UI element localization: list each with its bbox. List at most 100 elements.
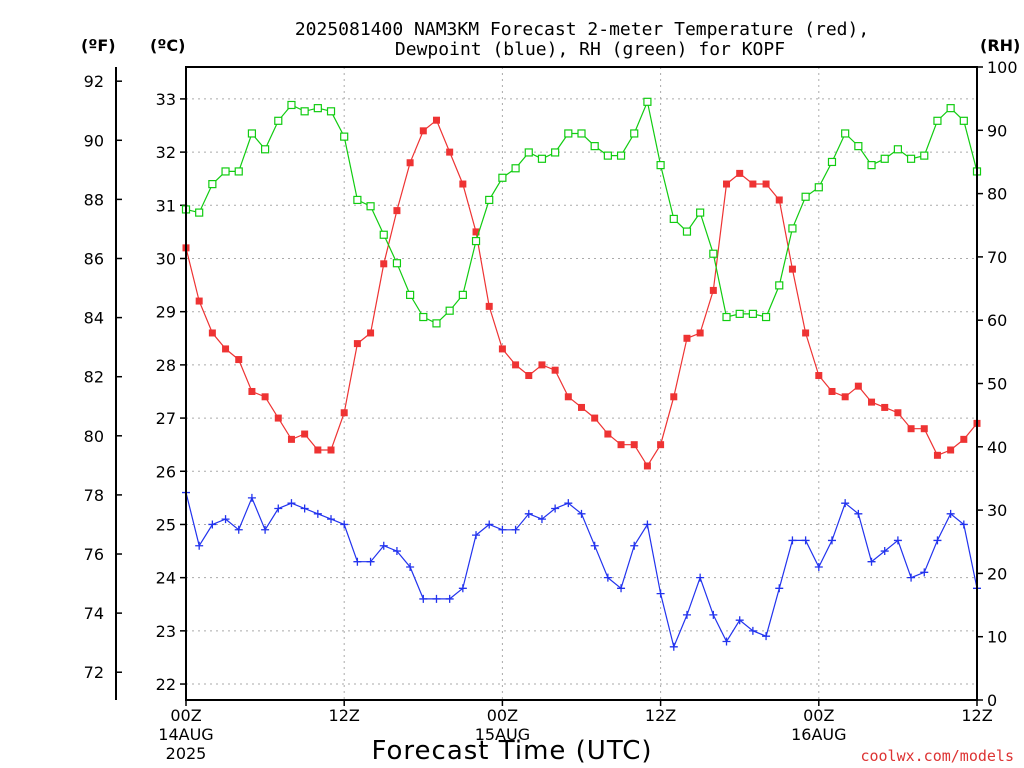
rh-point <box>722 312 731 322</box>
temperature-point <box>406 159 414 167</box>
rh-point <box>537 154 547 163</box>
temperature-point <box>340 409 348 417</box>
fahrenheit-tick-label: 80 <box>84 427 104 446</box>
temperature-point <box>208 329 216 337</box>
dewpoint-point <box>801 536 810 545</box>
temperature-point <box>723 180 731 188</box>
rh-unit-label: (RH) <box>980 36 1020 55</box>
temperature-point <box>485 302 493 310</box>
temperature-point <box>933 451 941 459</box>
rh-point <box>432 319 441 328</box>
rh-point <box>445 306 454 315</box>
rh-point <box>247 129 257 138</box>
rh-point <box>458 290 467 299</box>
dewpoint-point <box>564 499 573 508</box>
rh-tick-label: 20 <box>987 564 1007 583</box>
fahrenheit-tick-label: 74 <box>84 604 104 623</box>
dewpoint-point <box>656 589 665 598</box>
rh-point <box>208 180 217 189</box>
chart-title-line-2: Dewpoint (blue), RH (green) for KOPF <box>395 39 785 60</box>
dewpoint-point <box>287 499 296 508</box>
dewpoint-point <box>709 610 718 619</box>
dewpoint-point <box>432 594 441 603</box>
rh-tick-label: 0 <box>987 691 997 710</box>
dewpoint-point <box>261 525 270 534</box>
dewpoint-point <box>551 504 560 513</box>
x-tick-label-date: 14AUG <box>158 725 213 744</box>
rh-tick-label: 80 <box>987 185 1007 204</box>
rh-point <box>406 290 415 299</box>
temperature-point <box>841 393 849 401</box>
rh-point <box>906 154 916 163</box>
x-tick-label-time: 00Z <box>170 706 201 725</box>
dewpoint-point <box>775 584 784 593</box>
temperature-point <box>604 430 612 438</box>
rh-point <box>577 129 586 138</box>
rh-point <box>313 104 322 113</box>
temperature-point <box>432 116 440 124</box>
dewpoint-point <box>366 557 375 566</box>
rh-point <box>234 167 243 176</box>
rh-point <box>326 107 336 116</box>
dewpoint-point <box>300 504 309 513</box>
dewpoint-point <box>907 573 916 582</box>
temperature-point <box>578 403 585 411</box>
rh-point <box>775 281 784 290</box>
rh-tick-label: 10 <box>987 628 1007 647</box>
temperature-point <box>380 260 388 268</box>
temperature-point <box>235 356 243 364</box>
rh-point <box>814 183 823 192</box>
series-layer <box>181 97 982 651</box>
rh-tick-label: 40 <box>987 438 1007 457</box>
dewpoint-point <box>735 616 744 625</box>
rh-point <box>195 208 204 217</box>
dewpoint-point <box>208 520 217 529</box>
celsius-unit-label: (ºC) <box>150 36 185 55</box>
dewpoint-point <box>274 504 283 513</box>
temperature-point <box>222 345 230 353</box>
rh-tick-label: 70 <box>987 248 1007 267</box>
credit-text: coolwx.com/models <box>860 747 1014 765</box>
fahrenheit-tick-label: 78 <box>84 486 104 505</box>
dewpoint-point <box>933 536 942 545</box>
rh-point <box>366 202 375 211</box>
celsius-tick-label: 29 <box>156 303 176 322</box>
dewpoint-point <box>762 632 771 641</box>
rh-point <box>946 104 955 113</box>
temperature-point <box>762 180 770 188</box>
celsius-tick-label: 33 <box>156 90 176 109</box>
temperature-point <box>512 361 520 369</box>
x-tick-label-time: 12Z <box>961 706 992 725</box>
fahrenheit-tick-label: 76 <box>84 545 104 564</box>
rh-point <box>353 195 362 205</box>
dewpoint-point <box>682 610 691 619</box>
dewpoint-point <box>722 637 731 646</box>
rh-point <box>379 230 388 239</box>
celsius-tick-label: 26 <box>156 462 176 481</box>
temperature-point <box>353 340 361 348</box>
rh-point <box>511 164 520 173</box>
rh-tick-label: 60 <box>987 311 1007 330</box>
temperature-point <box>446 148 454 156</box>
rh-point <box>340 132 349 141</box>
fahrenheit-tick-label: 90 <box>84 131 104 150</box>
dewpoint-point <box>867 557 876 566</box>
rh-point <box>274 116 283 125</box>
rh-point <box>801 192 810 201</box>
dewpoint-point <box>524 509 533 518</box>
series-rh <box>181 97 982 328</box>
celsius-tick-label: 24 <box>156 569 176 588</box>
dewpoint-point <box>814 563 823 572</box>
fahrenheit-tick-label: 72 <box>84 663 104 682</box>
dewpoint-point <box>788 536 797 545</box>
rh-point <box>709 249 718 258</box>
celsius-tick-label: 23 <box>156 622 176 641</box>
rh-point <box>959 116 968 125</box>
rh-point <box>788 224 797 233</box>
rh-point <box>630 129 639 138</box>
dewpoint-point <box>643 520 652 529</box>
temperature-point <box>419 127 427 135</box>
rh-point <box>893 145 903 154</box>
dewpoint-point <box>590 541 599 550</box>
dewpoint-point <box>327 515 336 524</box>
